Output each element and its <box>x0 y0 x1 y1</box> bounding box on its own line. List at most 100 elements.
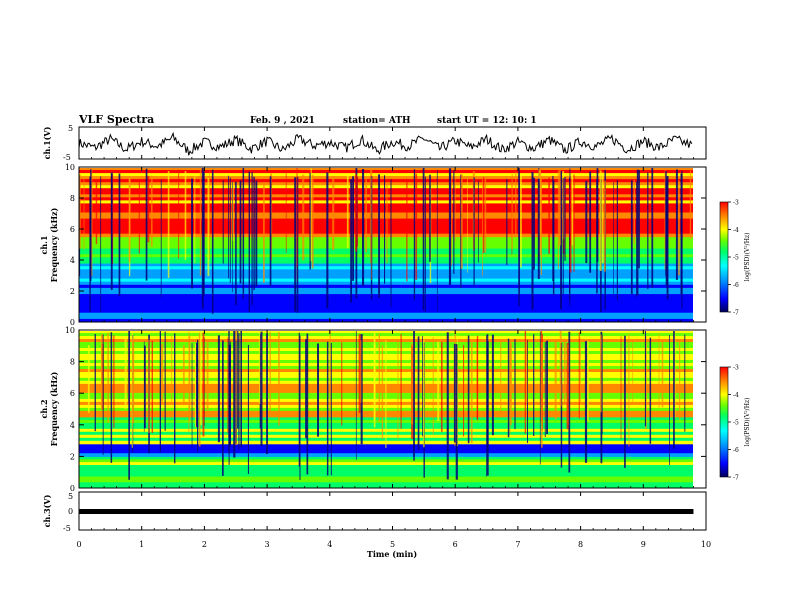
spectrogram-streak <box>432 337 434 435</box>
spectrogram-streak <box>227 337 229 433</box>
ch2-spectrogram-ylabel-channel: ch.2 <box>39 399 49 418</box>
spectrogram-band-cell <box>79 266 693 270</box>
spectrogram-band-cell <box>79 173 693 177</box>
spectrogram-streak <box>564 177 566 261</box>
spectrogram-band-cell <box>79 239 693 244</box>
spectrogram-streak <box>506 179 508 265</box>
spectrogram-streak <box>460 174 463 269</box>
spectrogram-streak <box>478 180 479 263</box>
spectrogram-streak <box>531 172 534 310</box>
colorbar-tick-label: -4 <box>733 392 739 399</box>
spectrogram-band-cell <box>79 315 693 320</box>
spectrogram-streak <box>386 181 388 264</box>
spectrogram-streak <box>491 334 494 436</box>
spectrogram-streak <box>350 179 352 303</box>
spectrogram-streak <box>644 331 646 427</box>
ch3-ytick-top: 5 <box>68 492 73 501</box>
spectrogram-band-cell <box>79 465 693 469</box>
ch1-ylabel: ch.1(V) <box>42 126 52 159</box>
spectrogram-streak <box>483 177 485 254</box>
spectrogram-streak <box>329 331 331 415</box>
spectrogram-streak <box>196 342 199 428</box>
ch1-colorbar: -3 -4 -5 -6 -7 log(PSD)(V²/Hz) <box>719 200 751 317</box>
freq-tick-label: 8 <box>70 194 75 203</box>
spectrogram-streak <box>580 337 581 403</box>
colorbar-tick-label: -5 <box>733 255 739 262</box>
spectrogram-streak <box>229 177 231 283</box>
spectrogram-streak <box>95 179 98 245</box>
spectrogram-band-cell <box>79 197 693 201</box>
time-tick-label: 5 <box>390 540 395 549</box>
spectrogram-streak <box>453 343 456 443</box>
spectrogram-streak <box>182 345 185 406</box>
spectrogram-streak <box>467 178 468 273</box>
spectrogram-streak <box>378 333 380 422</box>
spectrogram-streak <box>118 173 121 296</box>
spectrogram-streak <box>278 332 280 426</box>
spectrogram-streak <box>263 182 265 283</box>
freq-tick-label: 2 <box>70 287 75 296</box>
spectrogram-streak <box>600 334 602 413</box>
spectrogram-band-cell <box>79 236 693 241</box>
spectrogram-streak <box>298 332 300 467</box>
spectrogram-streak <box>417 336 420 450</box>
spectrogram-streak <box>413 169 416 300</box>
spectrogram-streak <box>573 174 575 272</box>
colorbar-tick-label: -3 <box>733 200 739 207</box>
spectrogram-streak <box>651 168 654 288</box>
spectrogram-streak <box>87 345 90 413</box>
spectrogram-streak <box>454 177 456 242</box>
freq-tick-label: 4 <box>70 256 75 265</box>
spectrogram-streak <box>571 173 574 246</box>
spectrogram-streak <box>511 174 513 250</box>
spectrogram-streak <box>79 174 81 249</box>
spectrogram-band-cell <box>79 179 693 183</box>
spectrogram-streak <box>544 341 546 437</box>
spectrogram-streak <box>161 343 164 402</box>
spectrogram-streak <box>500 341 502 415</box>
spectrogram-streak <box>415 173 418 280</box>
spectrogram-streak <box>89 176 91 312</box>
spectrogram-streak <box>507 338 510 438</box>
spectrogram-streak <box>548 177 550 254</box>
spectrogram-streak <box>365 179 367 253</box>
ch3-waveform-panel: 5 0 -5 ch.3(V) <box>42 491 707 533</box>
spectrogram-streak <box>259 334 261 429</box>
spectrogram-streak <box>422 336 423 437</box>
spectrogram-streak <box>160 179 162 298</box>
time-tick-label: 10 <box>701 540 711 549</box>
spectrogram-streak <box>317 343 319 437</box>
spectrogram-streak <box>138 179 140 254</box>
station-label: station= ATH <box>343 116 411 126</box>
ch1-freq-ticks: 0 2 4 6 8 10 <box>65 163 706 327</box>
spectrogram-streak <box>559 331 562 407</box>
spectrogram-streak <box>406 178 408 282</box>
spectrogram-streak <box>253 176 255 290</box>
spectrogram-streak <box>400 333 402 429</box>
spectrogram-streak <box>636 181 637 298</box>
spectrogram-streak <box>259 331 261 404</box>
spectrogram-streak <box>515 171 517 237</box>
spectrogram-blank <box>693 331 706 488</box>
spectrogram-streak <box>269 331 271 415</box>
spectrogram-streak <box>285 173 287 253</box>
spectrogram-streak <box>457 335 458 447</box>
ch1-colorbar-label: log(PSD)(V²/Hz) <box>744 233 751 282</box>
spectrogram-band-cell <box>79 281 693 286</box>
spectrogram-streak <box>360 340 362 403</box>
spectrogram-streak <box>311 174 314 269</box>
spectrogram-band-cell <box>79 260 693 264</box>
spectrogram-streak <box>326 172 329 309</box>
freq-tick-label: 0 <box>70 484 75 493</box>
time-tick-label: 7 <box>515 540 520 549</box>
spectrogram-streak <box>217 335 220 443</box>
spectrogram-streak <box>191 178 193 289</box>
spectrogram-streak <box>425 176 426 313</box>
spectrogram-streak <box>294 177 297 312</box>
spectrogram-streak <box>484 176 487 253</box>
freq-tick-label: 10 <box>65 326 75 335</box>
spectrogram-streak <box>128 331 130 480</box>
ch3-ytick-bottom: -5 <box>63 524 71 533</box>
spectrogram-streak <box>198 332 201 447</box>
spectrogram-streak <box>678 180 680 276</box>
